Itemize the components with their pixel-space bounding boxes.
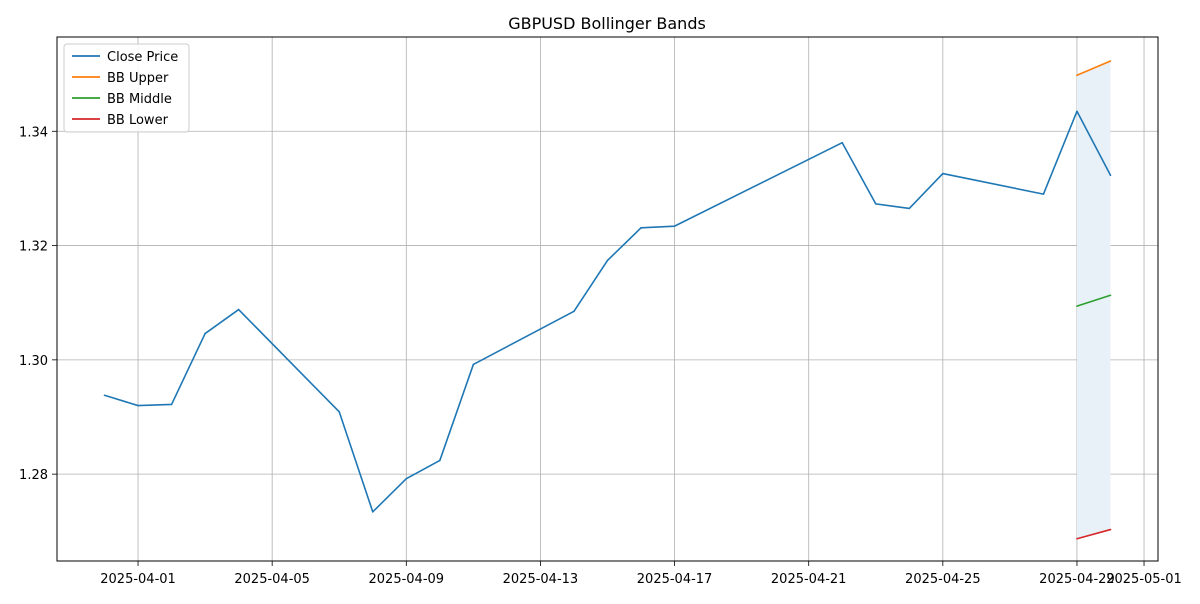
x-tick-label: 2025-04-25 (905, 572, 981, 587)
data-point-close-price (170, 403, 173, 406)
legend: Close Price BB Upper BB Middle BB Lower (63, 43, 190, 133)
data-point-close-price (573, 310, 575, 313)
data-point-close-price (405, 477, 408, 480)
data-point-close-price (371, 511, 374, 513)
data-point-close-price (1076, 110, 1078, 113)
data-point-close-price (237, 308, 240, 311)
grid-layer (57, 37, 1158, 561)
y-tick-label: 1.34 (19, 125, 48, 140)
series-line-close-price (104, 110, 1112, 513)
band-layer (1076, 61, 1111, 539)
series-line-bb-middle (1076, 294, 1111, 307)
data-point-close-price (1042, 193, 1045, 195)
x-tick-label: 2025-04-13 (503, 572, 579, 587)
y-tick-label: 1.30 (19, 354, 48, 369)
x-tick-label: 2025-05-01 (1106, 572, 1182, 587)
x-tick-label: 2025-04-09 (369, 572, 445, 587)
series-line-bb-upper (1076, 60, 1111, 77)
data-point-close-price (204, 332, 206, 335)
data-point-close-price (673, 225, 676, 227)
x-tick-label: 2025-04-17 (637, 572, 713, 587)
data-point-close-price (137, 404, 139, 407)
x-axis-ticks: 2025-04-01 2025-04-05 2025-04-09 2025-04-13… (100, 561, 1182, 587)
y-axis-ticks: 1.28 1.30 1.32 1.34 (19, 125, 57, 483)
data-point-close-price (472, 363, 475, 366)
data-point-bb-middle (1076, 305, 1078, 307)
data-point-bb-lower (1076, 537, 1078, 540)
data-point-bb-upper (1109, 60, 1112, 62)
data-point-close-price (874, 203, 877, 205)
data-point-bb-middle (1109, 294, 1112, 297)
data-point-close-price (439, 459, 441, 462)
data-point-close-price (338, 411, 341, 413)
data-point-bb-lower (1109, 528, 1112, 531)
data-point-close-price (1109, 174, 1112, 177)
data-point-close-price (841, 141, 844, 144)
data-point-close-price (640, 227, 642, 229)
series-line-bb-lower (1076, 528, 1111, 540)
data-point-bb-upper (1076, 74, 1078, 77)
data-point-close-price (942, 172, 944, 175)
data-point-close-price (606, 259, 609, 262)
y-tick-label: 1.28 (19, 468, 48, 483)
legend-box (63, 43, 190, 133)
bollinger-band-fill (1076, 61, 1111, 539)
data-point-close-price (103, 394, 106, 397)
x-tick-label: 2025-04-01 (100, 572, 176, 587)
plot-frame (56, 36, 1159, 562)
y-tick-label: 1.32 (19, 240, 48, 255)
legend-label: BB Upper (107, 71, 169, 86)
legend-label: BB Middle (107, 92, 172, 107)
legend-label: Close Price (107, 50, 178, 65)
x-tick-label: 2025-04-21 (771, 572, 847, 587)
x-tick-label: 2025-04-29 (1039, 572, 1115, 587)
data-point-close-price (908, 207, 911, 210)
series-layer (103, 60, 1112, 540)
legend-label: BB Lower (107, 113, 169, 128)
chart-title: GBPUSD Bollinger Bands (508, 14, 706, 33)
x-tick-label: 2025-04-05 (234, 572, 310, 587)
